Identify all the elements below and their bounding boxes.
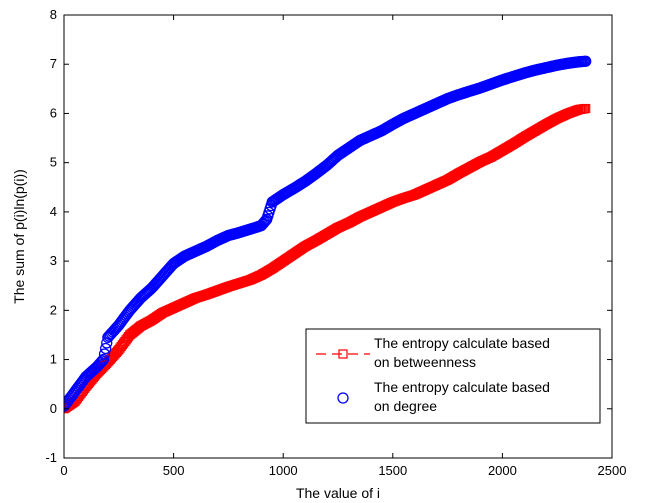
data-point-square [581, 103, 591, 114]
legend-entry: The entropy calculate based on betweennes… [316, 335, 550, 370]
data-point-circle [258, 216, 271, 228]
data-point-circle [97, 353, 110, 366]
y-tick-label: 3 [50, 253, 57, 268]
x-tick-label: 1000 [269, 463, 298, 478]
legend-label: on betweenness [374, 354, 476, 370]
y-tick-label: 0 [50, 401, 57, 416]
x-tick-label: 2000 [488, 463, 517, 478]
y-tick-label: -1 [45, 450, 57, 465]
y-axis-label: The sum of p(i)ln(p(i)) [11, 169, 27, 304]
x-tick-label: 500 [163, 463, 185, 478]
x-axis-label: The value of i [296, 485, 380, 501]
y-tick-label: 2 [50, 302, 57, 317]
legend-label: The entropy calculate based [374, 379, 550, 395]
y-tick-label: 1 [50, 352, 57, 367]
legend-entry: The entropy calculate based on degree [337, 379, 550, 414]
legend-box [305, 328, 601, 424]
series-degree [64, 55, 592, 412]
legend-label: The entropy calculate based [374, 335, 550, 351]
y-tick-label: 5 [50, 155, 57, 170]
legend: The entropy calculate based on betweennes… [305, 328, 601, 424]
axes-box [63, 14, 613, 459]
data-point-circle [98, 348, 111, 360]
legend-label: on degree [374, 398, 437, 414]
y-tick-label: 4 [50, 204, 57, 219]
x-tick-label: 2500 [598, 463, 627, 478]
plot-layer [64, 55, 592, 414]
data-point-circle [96, 355, 108, 367]
data-point-circle [99, 342, 112, 355]
x-tick-label: 0 [60, 463, 67, 478]
y-tick-label: 6 [50, 105, 57, 120]
legend-circle-marker [337, 392, 349, 404]
data-point-circle [580, 55, 592, 67]
legend-square-marker [338, 349, 348, 359]
y-tick-label: 7 [50, 56, 57, 71]
y-tick-label: 8 [50, 7, 57, 22]
x-tick-label: 1500 [378, 463, 407, 478]
